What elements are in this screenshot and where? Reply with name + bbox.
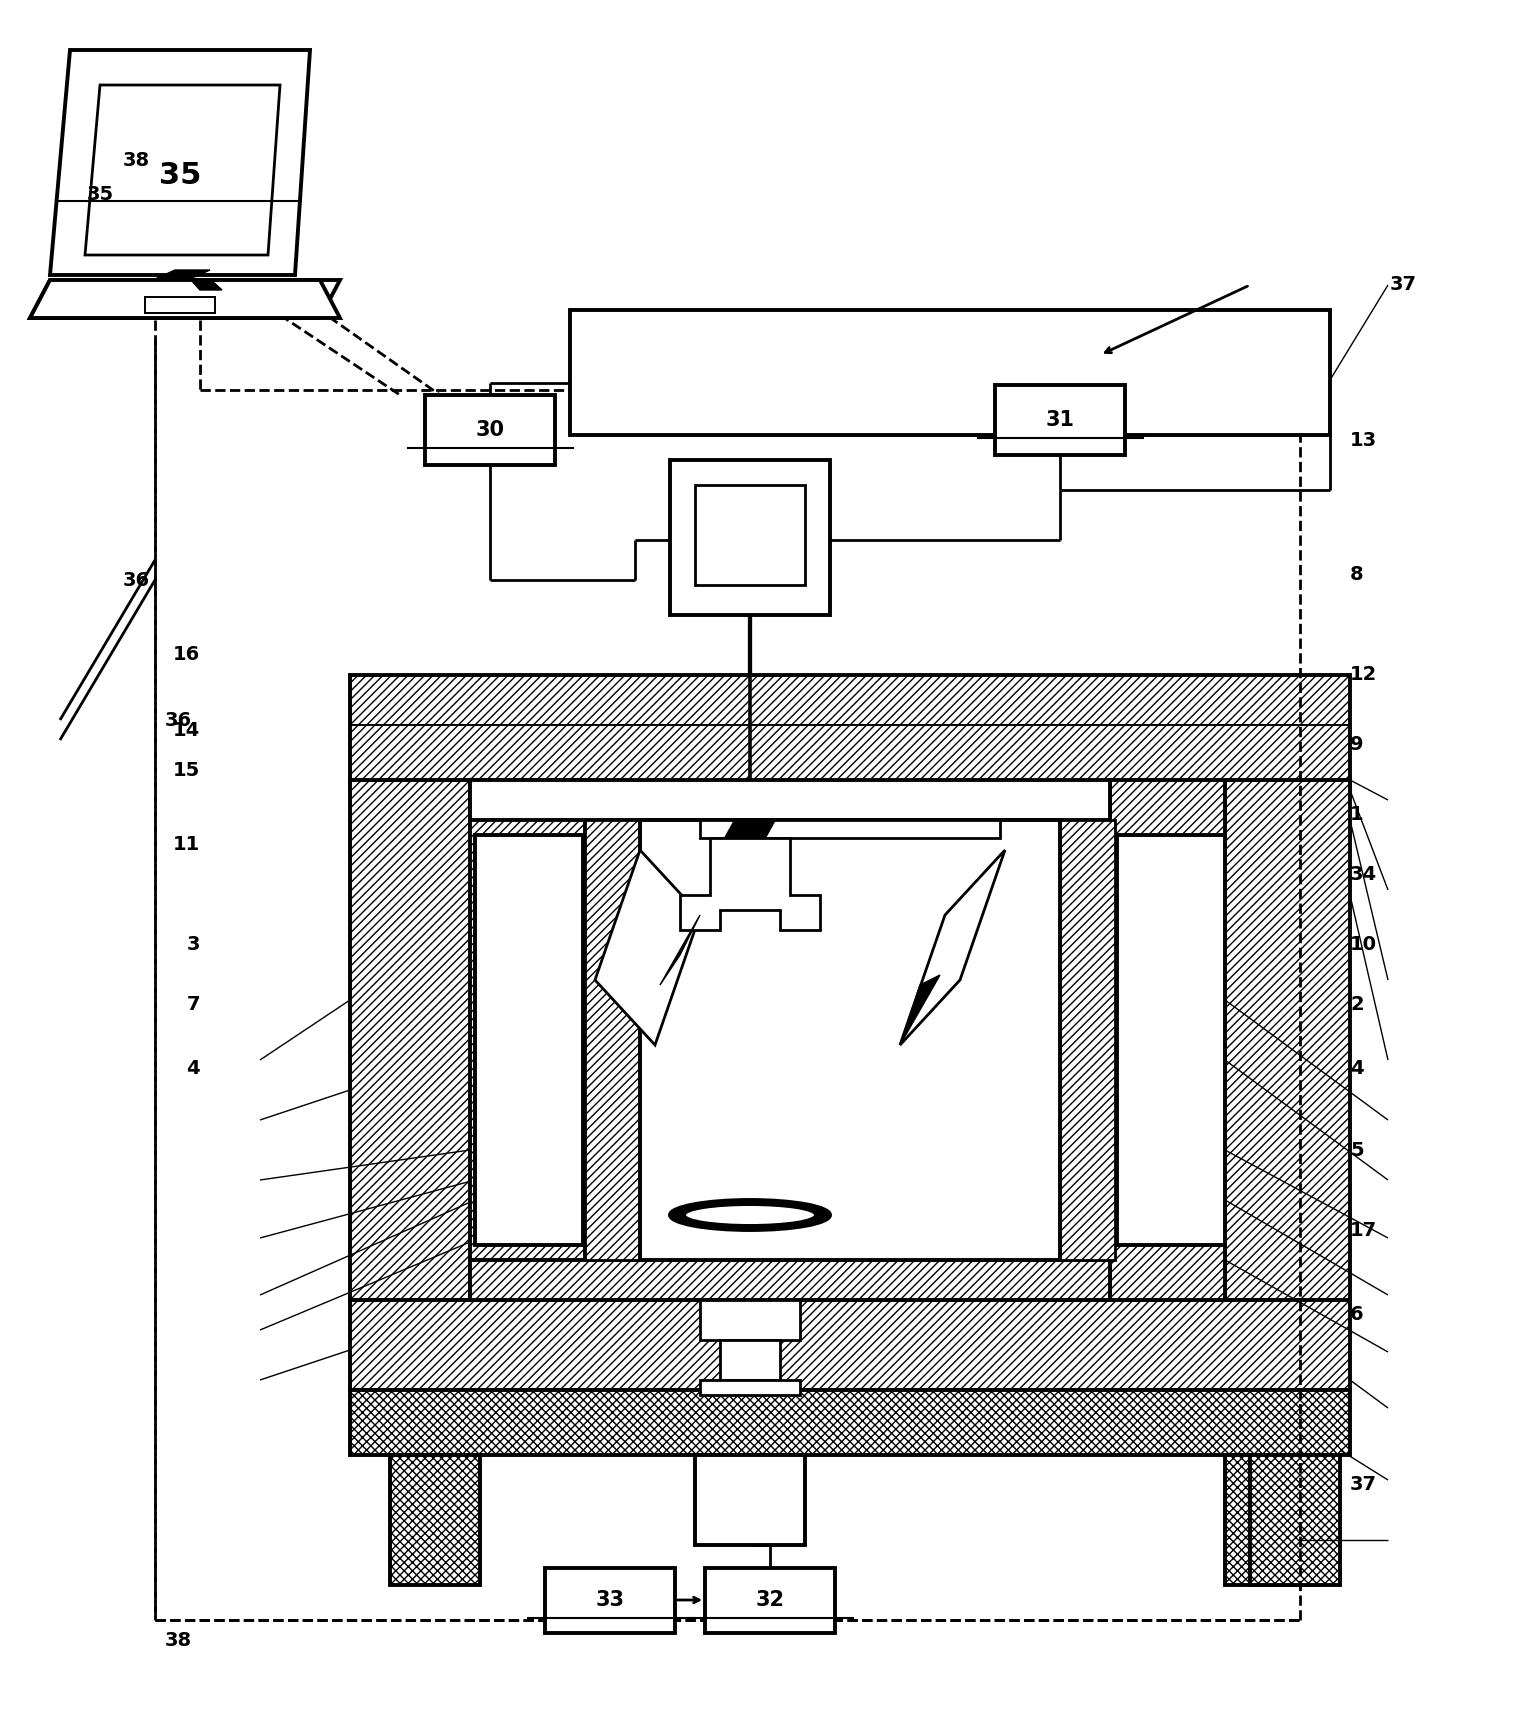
Bar <box>544 1567 674 1632</box>
Polygon shape <box>680 837 820 930</box>
Bar <box>1225 781 1350 1301</box>
Text: 1: 1 <box>1350 805 1364 824</box>
Text: 13: 13 <box>1350 431 1378 450</box>
Bar <box>1110 781 1225 1301</box>
Text: 16: 16 <box>173 645 200 664</box>
Polygon shape <box>86 86 280 256</box>
Text: 31: 31 <box>1046 410 1075 431</box>
Circle shape <box>1133 1023 1209 1098</box>
Bar <box>570 311 1330 434</box>
Polygon shape <box>50 50 310 275</box>
Polygon shape <box>901 849 1005 1045</box>
Text: 15: 15 <box>173 760 200 779</box>
Text: 36: 36 <box>165 710 193 729</box>
Bar <box>586 820 641 1260</box>
Text: 12: 12 <box>1350 666 1378 685</box>
Bar <box>350 674 1350 789</box>
Bar <box>696 486 804 585</box>
Text: 36: 36 <box>122 570 150 590</box>
Text: 37: 37 <box>1350 1476 1378 1495</box>
Text: 38: 38 <box>165 1630 193 1649</box>
Circle shape <box>1133 882 1209 958</box>
Bar <box>720 1340 780 1380</box>
Ellipse shape <box>685 1205 815 1225</box>
Bar <box>705 1567 835 1632</box>
Text: 6: 6 <box>1350 1306 1364 1325</box>
Polygon shape <box>31 280 339 317</box>
Bar <box>641 820 1060 1260</box>
Text: 33: 33 <box>595 1591 624 1610</box>
Text: 7: 7 <box>187 995 200 1014</box>
Text: 35: 35 <box>87 185 113 204</box>
Text: 5: 5 <box>1350 1141 1364 1160</box>
Bar <box>390 1455 480 1586</box>
Text: 14: 14 <box>173 721 200 740</box>
Bar <box>350 781 476 1301</box>
Circle shape <box>491 882 567 958</box>
Bar <box>1060 820 1115 1260</box>
Text: 3: 3 <box>187 935 200 954</box>
Bar <box>670 460 830 614</box>
Polygon shape <box>725 820 775 837</box>
Bar <box>425 395 555 465</box>
Bar <box>469 781 586 1301</box>
Bar <box>700 1380 800 1395</box>
Text: 38: 38 <box>122 151 150 170</box>
Polygon shape <box>901 975 940 1045</box>
Polygon shape <box>595 849 700 1045</box>
Text: 34: 34 <box>1350 865 1378 884</box>
Text: 4: 4 <box>1350 1059 1364 1078</box>
Text: 2: 2 <box>1350 995 1364 1014</box>
Bar <box>1118 836 1225 1246</box>
Ellipse shape <box>670 1199 830 1230</box>
Text: 35: 35 <box>159 161 202 189</box>
Bar <box>145 297 216 312</box>
Text: 30: 30 <box>476 420 505 439</box>
Bar <box>350 1301 1350 1390</box>
Text: 4: 4 <box>187 1059 200 1078</box>
Text: 37: 37 <box>1390 276 1417 295</box>
Polygon shape <box>190 280 222 290</box>
Bar <box>1251 1455 1339 1586</box>
Bar <box>469 781 1110 820</box>
Polygon shape <box>154 269 209 280</box>
Text: 17: 17 <box>1350 1220 1378 1239</box>
Text: 9: 9 <box>1350 736 1364 755</box>
Bar <box>350 1390 1350 1455</box>
Polygon shape <box>31 280 339 317</box>
Bar <box>469 1260 1110 1301</box>
Text: 8: 8 <box>1350 566 1364 585</box>
Bar <box>995 384 1125 455</box>
Circle shape <box>491 1023 567 1098</box>
Bar <box>696 1455 804 1544</box>
Bar <box>1225 1455 1315 1586</box>
Bar <box>700 1301 800 1340</box>
Text: 11: 11 <box>173 834 200 853</box>
Polygon shape <box>661 915 700 985</box>
Bar <box>700 820 1000 837</box>
Text: 10: 10 <box>1350 935 1378 954</box>
Bar <box>476 836 583 1246</box>
Text: 32: 32 <box>755 1591 784 1610</box>
